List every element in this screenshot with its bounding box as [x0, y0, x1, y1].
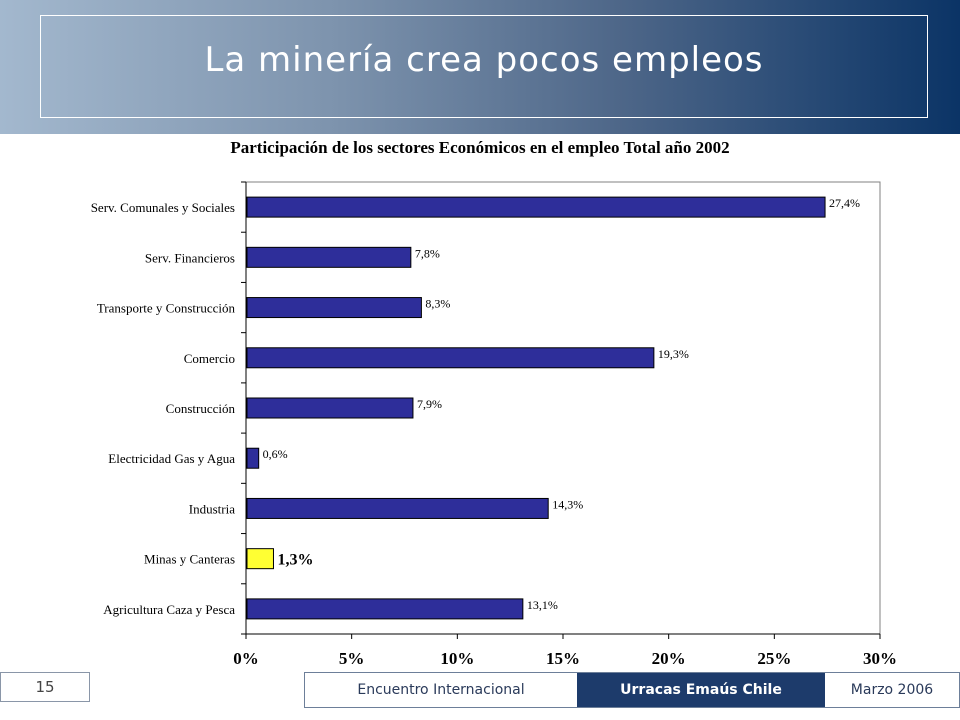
- data-label: 19,3%: [658, 347, 689, 361]
- slide-header: La minería crea pocos empleos: [0, 0, 960, 134]
- x-tick-label: 10%: [440, 649, 474, 668]
- bar: [246, 297, 422, 319]
- category-label: Transporte y Construcción: [97, 301, 236, 316]
- footer-date: Marzo 2006: [825, 673, 959, 707]
- x-tick-label: 0%: [233, 649, 259, 668]
- category-label: Construcción: [166, 401, 236, 416]
- category-label: Serv. Financieros: [145, 250, 235, 265]
- bar: [246, 246, 412, 268]
- bar: [246, 196, 826, 218]
- title-frame: La minería crea pocos empleos: [40, 15, 928, 118]
- slide-title: La minería crea pocos empleos: [204, 40, 764, 80]
- category-label: Serv. Comunales y Sociales: [91, 200, 235, 215]
- footer-bar: Encuentro Internacional Urracas Emaús Ch…: [304, 672, 960, 708]
- x-tick-label: 5%: [339, 649, 365, 668]
- category-label: Agricultura Caza y Pesca: [103, 602, 235, 617]
- bar: [246, 347, 655, 369]
- bar: [246, 598, 524, 620]
- category-label: Comercio: [184, 351, 235, 366]
- footer-org: Urracas Emaús Chile: [577, 673, 825, 707]
- footer-event: Encuentro Internacional: [305, 673, 577, 707]
- data-label: 7,8%: [415, 246, 440, 260]
- bar: [246, 397, 414, 419]
- x-tick-label: 30%: [863, 649, 897, 668]
- x-tick-label: 20%: [652, 649, 686, 668]
- data-label: 13,1%: [527, 598, 558, 612]
- category-label: Minas y Canteras: [144, 552, 235, 567]
- data-label: 0,6%: [263, 447, 288, 461]
- category-label: Electricidad Gas y Agua: [108, 451, 235, 466]
- x-tick-label: 15%: [546, 649, 580, 668]
- bar: [246, 497, 549, 519]
- chart-title: Participación de los sectores Económicos…: [230, 138, 730, 157]
- bar: [246, 447, 260, 469]
- slide-footer: 15 Encuentro Internacional Urracas Emaús…: [0, 672, 960, 710]
- x-tick-label: 25%: [757, 649, 791, 668]
- bar-chart: 0% 5% 10% 15% 20% 25% 30% Serv. Comunales y Soc…: [91, 181, 897, 668]
- data-label: 27,4%: [829, 196, 860, 210]
- category-label: Industria: [189, 501, 235, 516]
- bar: [246, 548, 274, 570]
- data-label: 7,9%: [417, 397, 442, 411]
- data-label: 8,3%: [425, 297, 450, 311]
- data-label: 14,3%: [552, 497, 583, 511]
- data-label: 1,3%: [277, 552, 313, 569]
- page-number: 15: [0, 672, 90, 702]
